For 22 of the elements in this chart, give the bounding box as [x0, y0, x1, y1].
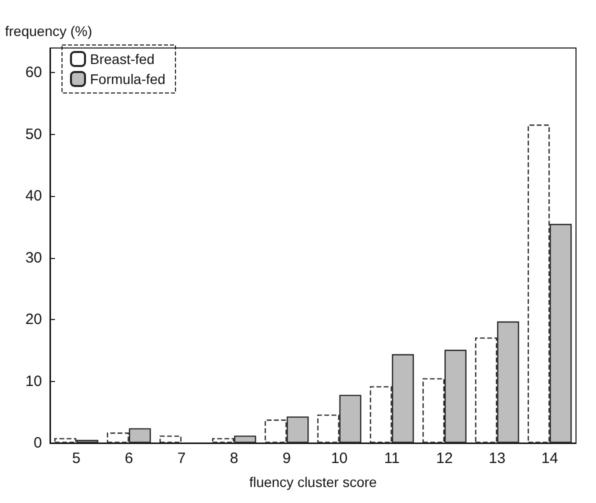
y-tick-label: 60: [25, 64, 42, 82]
y-tick-label: 50: [25, 126, 42, 143]
x-tick-label: 13: [488, 450, 506, 467]
x-tick-label: 10: [330, 450, 348, 467]
x-tick-label: 14: [541, 450, 558, 467]
x-tick-label: 5: [72, 450, 80, 467]
x-tick-label: 8: [230, 450, 238, 467]
y-tick-label: 0: [34, 434, 42, 452]
x-tick-label: 11: [384, 450, 400, 467]
x-tick-label: 6: [124, 450, 134, 467]
y-tick-label: 10: [25, 372, 42, 390]
legend-label: Formula-fed: [90, 71, 166, 87]
x-tick-label: 12: [436, 450, 453, 467]
y-tick-label: 30: [25, 249, 42, 266]
y-tick-label: 20: [25, 311, 42, 328]
legend-label: Breast-fed: [90, 51, 155, 67]
bar: [160, 436, 182, 443]
x-tick-label: 7: [177, 450, 186, 467]
y-axis-title: frequency (%): [5, 23, 92, 39]
x-axis-title: fluency cluster score: [249, 474, 378, 490]
x-tick-label: 9: [282, 450, 291, 467]
y-tick-label: 40: [25, 188, 42, 205]
